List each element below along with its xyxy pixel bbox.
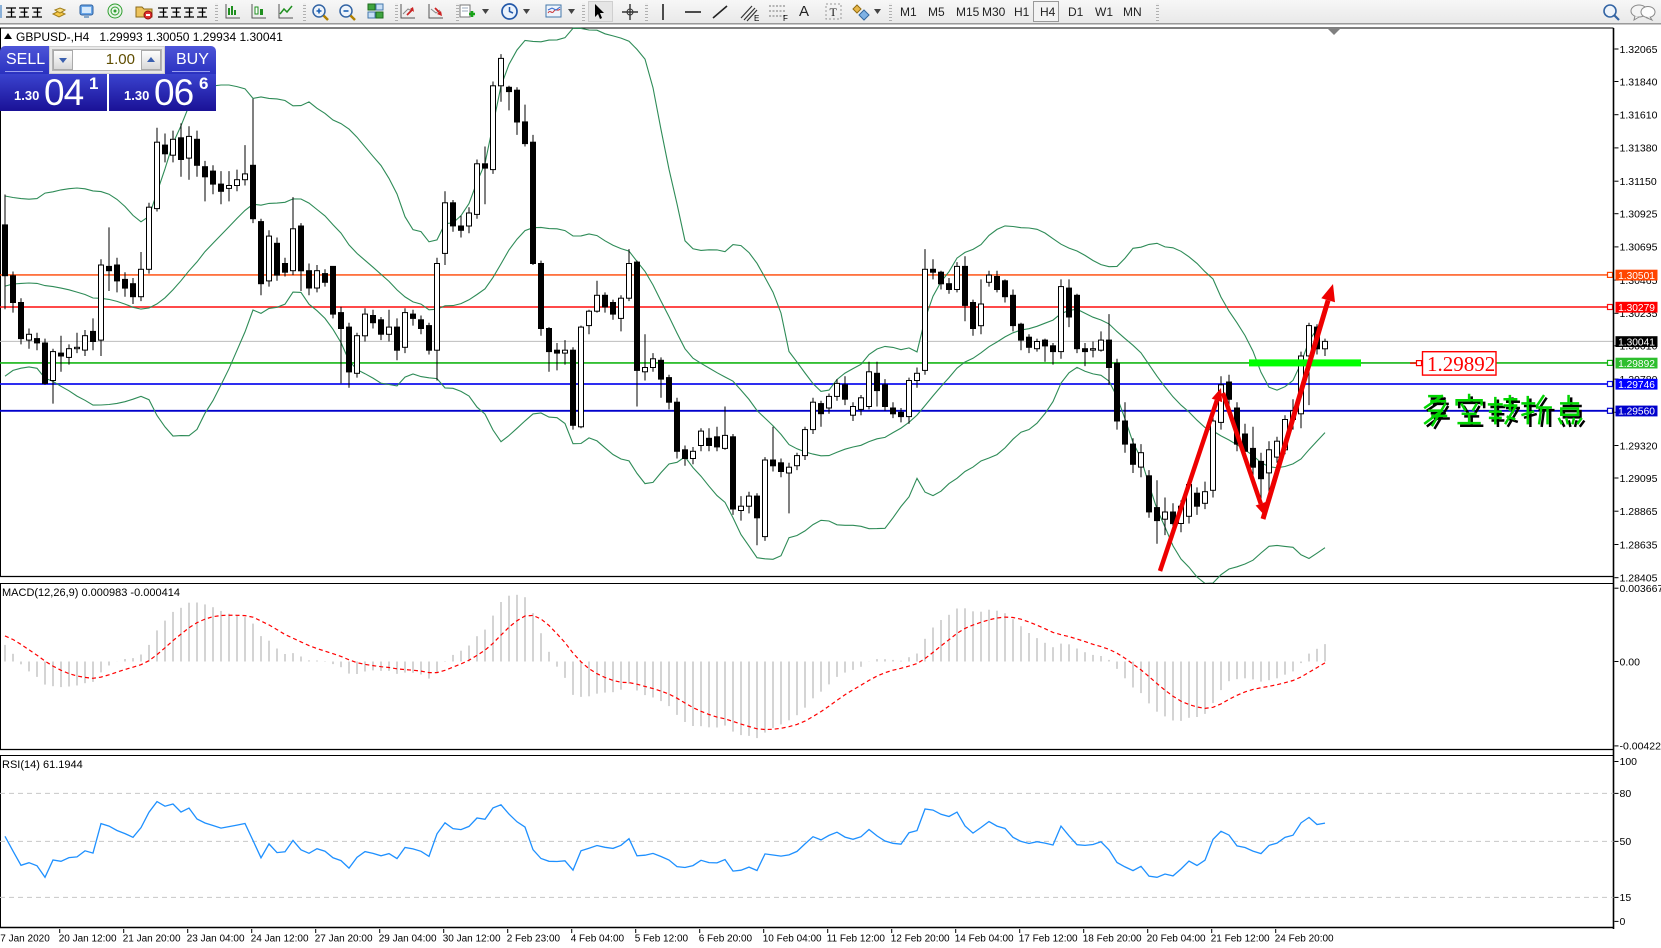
svg-text:1.28405: 1.28405 xyxy=(1620,573,1658,585)
svg-text:F: F xyxy=(783,14,788,22)
svg-text:20 Feb 04:00: 20 Feb 04:00 xyxy=(1147,934,1206,945)
svg-text:11 Feb 12:00: 11 Feb 12:00 xyxy=(827,934,886,945)
svg-text:T: T xyxy=(830,5,838,19)
svg-text:30 Jan 12:00: 30 Jan 12:00 xyxy=(443,934,501,945)
svg-text:-0.00422: -0.00422 xyxy=(1620,741,1661,753)
svg-text:RSI(14) 61.1944: RSI(14) 61.1944 xyxy=(2,759,83,771)
svg-text:MACD(12,26,9) 0.000983 -0.0004: MACD(12,26,9) 0.000983 -0.000414 xyxy=(2,587,180,599)
svg-text:1.28865: 1.28865 xyxy=(1620,506,1658,518)
svg-text:0.00: 0.00 xyxy=(1620,656,1641,668)
svg-text:1.31380: 1.31380 xyxy=(1620,143,1658,155)
svg-text:GBPUSD-,H4 1.29993 1.30050 1: GBPUSD-,H4 1.29993 1.30050 1.29934 1.300… xyxy=(16,30,283,44)
svg-text:2 Feb 23:00: 2 Feb 23:00 xyxy=(507,934,561,945)
svg-text:10 Feb 04:00: 10 Feb 04:00 xyxy=(763,934,822,945)
svg-text:1.28635: 1.28635 xyxy=(1620,539,1658,551)
svg-text:17 Jan 2020: 17 Jan 2020 xyxy=(0,934,50,945)
svg-text:20 Jan 12:00: 20 Jan 12:00 xyxy=(59,934,117,945)
svg-text:14 Feb 04:00: 14 Feb 04:00 xyxy=(955,934,1014,945)
svg-text:1.29746: 1.29746 xyxy=(1618,380,1655,391)
svg-text:1.31610: 1.31610 xyxy=(1620,110,1658,122)
svg-text:29 Jan 04:00: 29 Jan 04:00 xyxy=(379,934,437,945)
svg-text:1.30501: 1.30501 xyxy=(1618,271,1655,282)
svg-text:1.29320: 1.29320 xyxy=(1620,440,1658,452)
svg-text:21 Jan 20:00: 21 Jan 20:00 xyxy=(123,934,181,945)
svg-text:5 Feb 12:00: 5 Feb 12:00 xyxy=(635,934,689,945)
svg-text:1.29892: 1.29892 xyxy=(1618,359,1655,370)
svg-text:17 Feb 12:00: 17 Feb 12:00 xyxy=(1019,934,1078,945)
svg-text:18 Feb 20:00: 18 Feb 20:00 xyxy=(1083,934,1142,945)
svg-text:1.30041: 1.30041 xyxy=(1618,337,1655,348)
svg-text:1.31150: 1.31150 xyxy=(1620,176,1657,188)
svg-text:80: 80 xyxy=(1620,788,1632,800)
svg-text:1.32065: 1.32065 xyxy=(1620,44,1658,56)
svg-text:24 Feb 20:00: 24 Feb 20:00 xyxy=(1275,934,1334,945)
svg-text:0: 0 xyxy=(1620,916,1626,928)
svg-text:27 Jan 20:00: 27 Jan 20:00 xyxy=(315,934,373,945)
svg-text:21 Feb 12:00: 21 Feb 12:00 xyxy=(1211,934,1270,945)
svg-text:1.31840: 1.31840 xyxy=(1620,76,1658,88)
svg-text:1.30925: 1.30925 xyxy=(1620,209,1658,221)
svg-text:24 Jan 12:00: 24 Jan 12:00 xyxy=(251,934,309,945)
svg-text:15: 15 xyxy=(1620,892,1632,904)
svg-text:E: E xyxy=(754,14,759,22)
svg-text:0.003667: 0.003667 xyxy=(1620,583,1661,595)
svg-text:100: 100 xyxy=(1620,756,1638,768)
svg-text:1.29892: 1.29892 xyxy=(1427,352,1495,376)
svg-text:1.30279: 1.30279 xyxy=(1618,303,1655,314)
svg-text:50: 50 xyxy=(1620,836,1632,848)
svg-text:1.29095: 1.29095 xyxy=(1620,473,1658,485)
svg-text:12 Feb 20:00: 12 Feb 20:00 xyxy=(891,934,950,945)
svg-text:1.30695: 1.30695 xyxy=(1620,242,1658,254)
svg-text:23 Jan 04:00: 23 Jan 04:00 xyxy=(187,934,245,945)
svg-text:6 Feb 20:00: 6 Feb 20:00 xyxy=(699,934,753,945)
svg-text:4 Feb 04:00: 4 Feb 04:00 xyxy=(571,934,625,945)
svg-text:1.29560: 1.29560 xyxy=(1618,407,1655,418)
